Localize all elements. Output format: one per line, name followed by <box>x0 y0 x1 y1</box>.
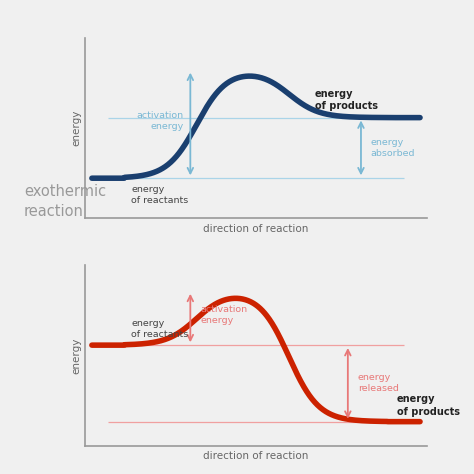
Text: exothermic
reaction: exothermic reaction <box>24 184 106 219</box>
Text: energy
of reactants: energy of reactants <box>131 184 189 205</box>
Y-axis label: energy: energy <box>71 110 81 146</box>
Text: energy
of products: energy of products <box>315 89 378 111</box>
Text: energy
of reactants: energy of reactants <box>131 319 189 339</box>
Text: energy
of products: energy of products <box>397 394 460 417</box>
Text: activation
energy: activation energy <box>137 111 184 131</box>
X-axis label: direction of reaction: direction of reaction <box>203 224 309 234</box>
Text: activation
energy: activation energy <box>200 305 247 325</box>
X-axis label: direction of reaction: direction of reaction <box>203 451 309 461</box>
Text: energy
absorbed: energy absorbed <box>371 138 415 158</box>
Y-axis label: energy: energy <box>71 337 81 374</box>
Text: energy
released: energy released <box>358 374 399 393</box>
